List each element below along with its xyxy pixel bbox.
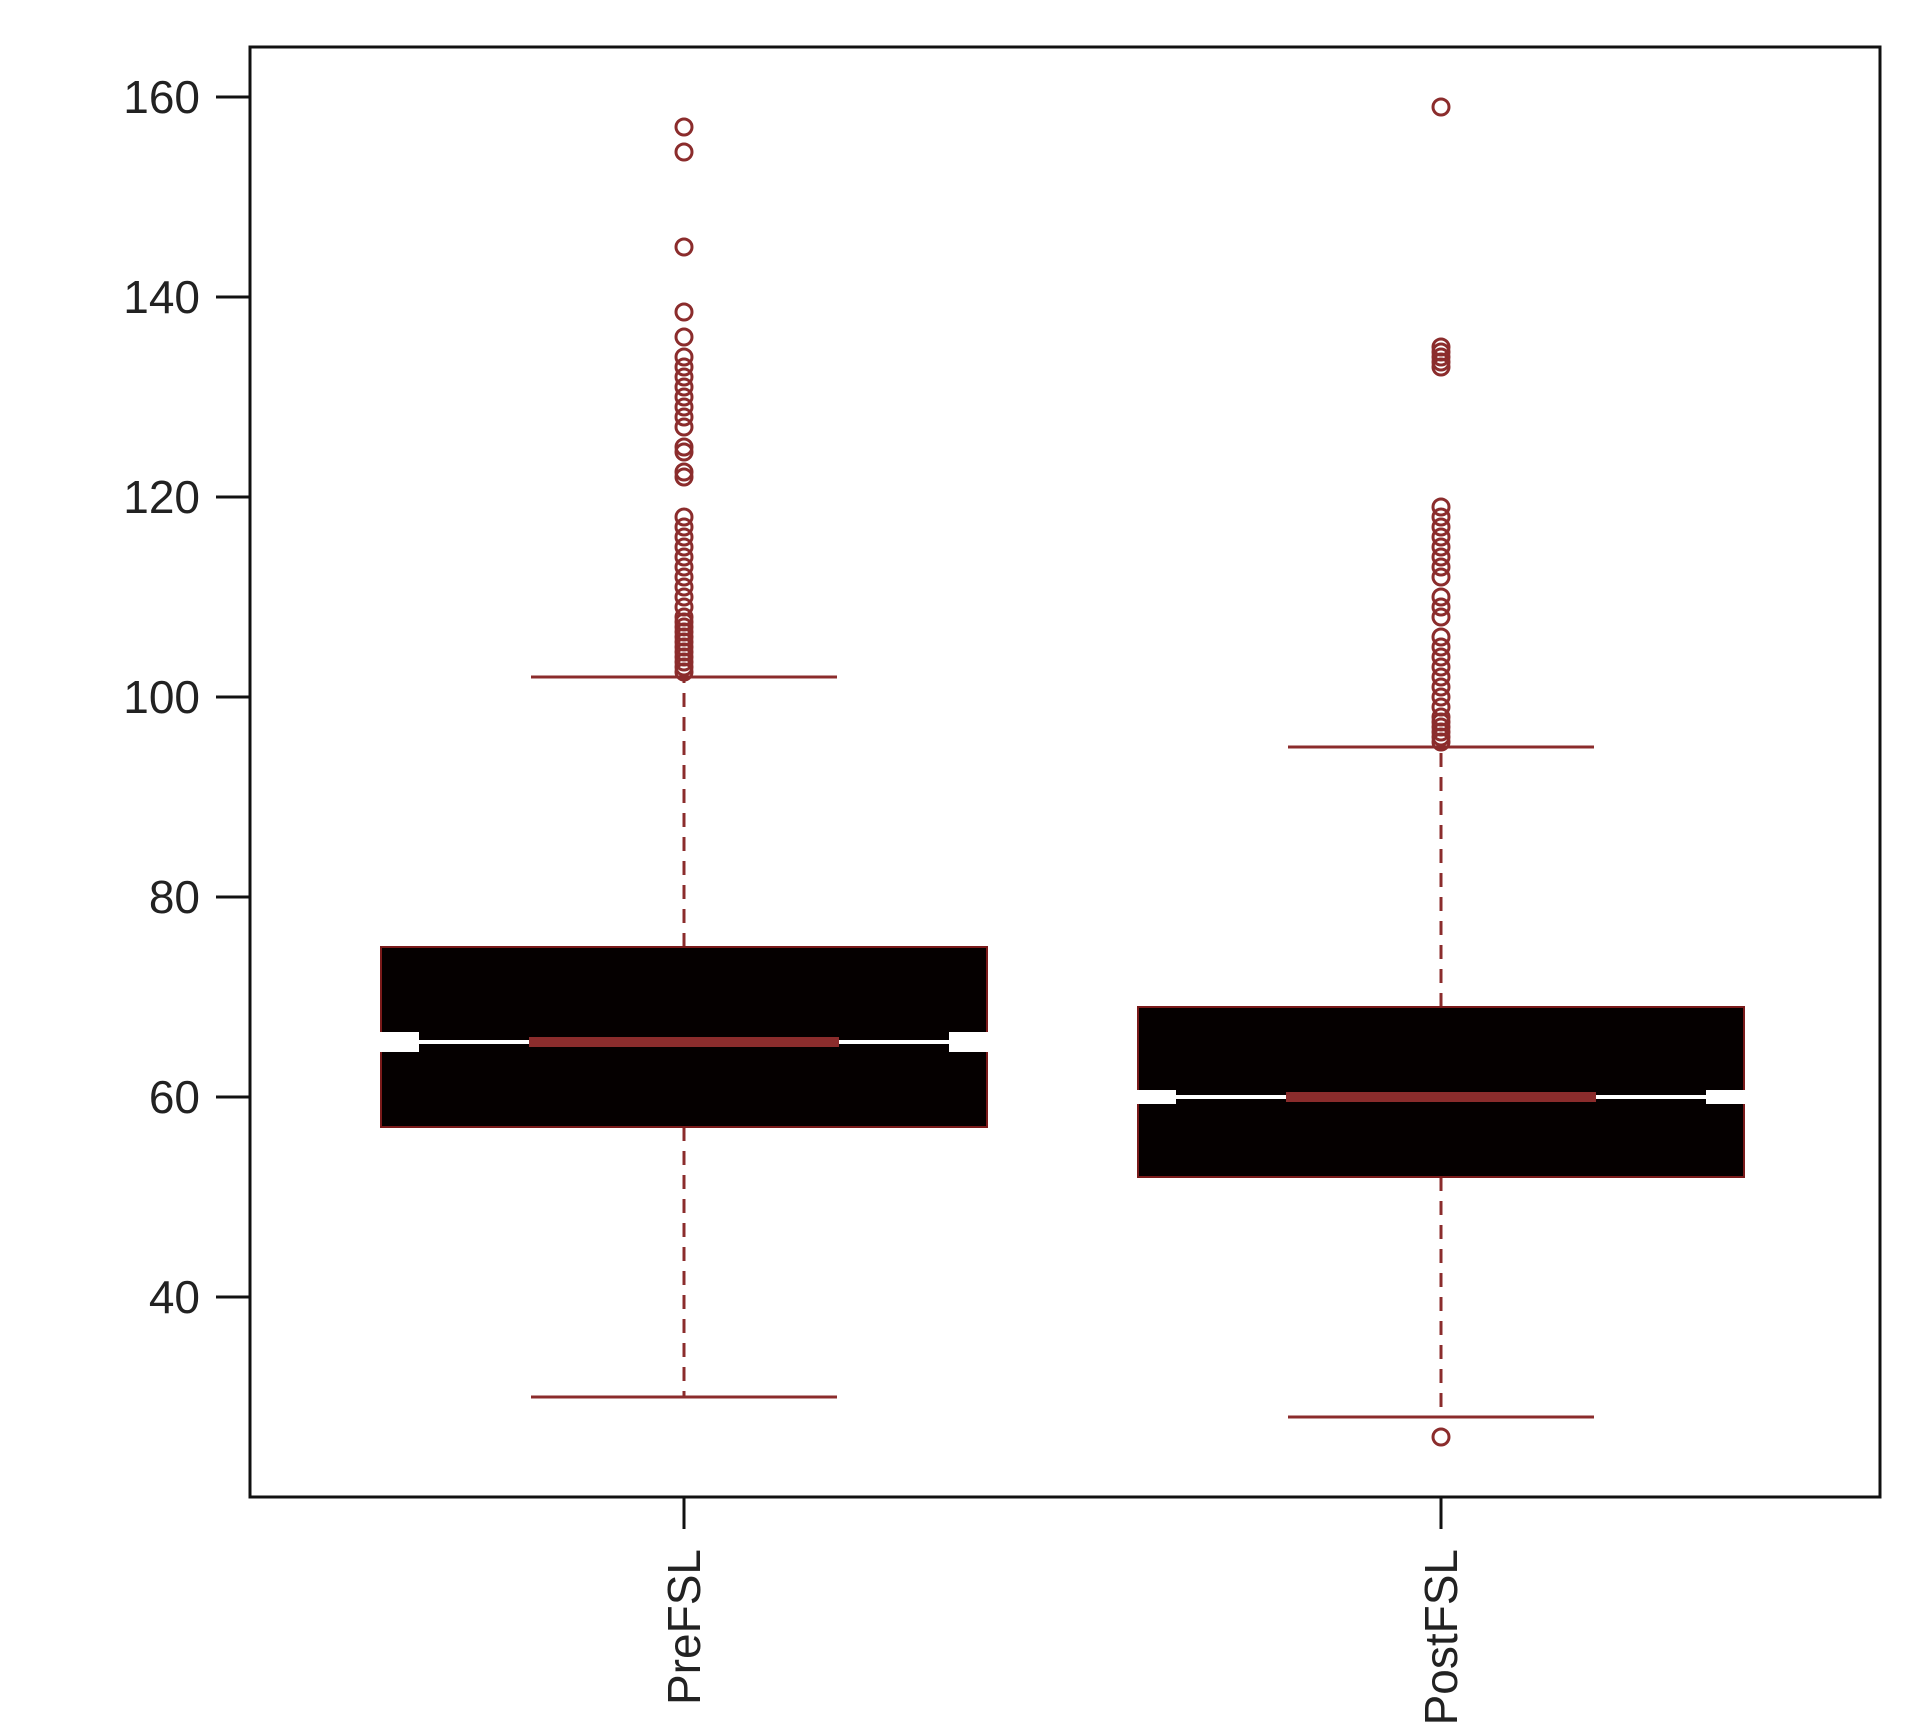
outlier-point <box>1431 587 1451 607</box>
outlier-point <box>674 507 694 527</box>
outlier-point <box>1431 97 1451 117</box>
outlier-point <box>1431 597 1451 617</box>
outlier-point <box>674 302 694 322</box>
outlier-point <box>674 417 694 437</box>
outlier-point <box>674 327 694 347</box>
x-category-label: PostFSL <box>1415 1549 1467 1722</box>
outlier-point <box>1431 537 1451 557</box>
outlier-point <box>674 437 694 457</box>
outlier-point <box>1431 707 1451 727</box>
outlier-point <box>674 462 694 482</box>
outlier-point <box>1431 647 1451 667</box>
y-tick-label: 100 <box>123 671 200 723</box>
notch-left <box>377 1032 419 1052</box>
outlier-point <box>1431 667 1451 687</box>
x-axis: PreFSL PostFSL <box>658 1497 1467 1722</box>
outlier-point <box>674 537 694 557</box>
outlier-point <box>674 117 694 137</box>
outlier-point <box>1431 677 1451 697</box>
outlier-point <box>674 347 694 367</box>
outlier-point <box>1431 507 1451 527</box>
y-tick-label: 140 <box>123 271 200 323</box>
outlier-point <box>674 567 694 587</box>
outlier-point <box>1431 517 1451 537</box>
boxes <box>377 97 1748 1447</box>
outlier-point <box>674 547 694 567</box>
outlier-point <box>674 517 694 537</box>
outlier-point <box>674 377 694 397</box>
notch-left <box>1134 1090 1176 1104</box>
outlier-point <box>674 597 694 617</box>
outlier-point <box>1431 1427 1451 1447</box>
outlier-point <box>674 407 694 427</box>
outlier-point <box>1431 697 1451 717</box>
outlier-point <box>674 527 694 547</box>
x-category-label: PreFSL <box>658 1549 710 1705</box>
y-tick-label: 120 <box>123 471 200 523</box>
outlier-point <box>674 237 694 257</box>
y-tick-label: 40 <box>149 1271 200 1323</box>
outlier-point <box>1431 637 1451 657</box>
outlier-point <box>674 142 694 162</box>
outlier-point <box>674 557 694 577</box>
outlier-point <box>674 577 694 597</box>
y-tick-label: 60 <box>149 1071 200 1123</box>
y-axis: 40 60 80 100 120 140 160 <box>123 71 250 1323</box>
outlier-point <box>1431 527 1451 547</box>
outlier-point <box>674 587 694 607</box>
outlier-point <box>674 397 694 417</box>
outlier-point <box>674 387 694 407</box>
outlier-point <box>1431 567 1451 587</box>
outlier-point <box>1431 607 1451 627</box>
outlier-point <box>1431 337 1451 357</box>
box-PostFSL <box>1134 97 1748 1447</box>
y-tick-label: 160 <box>123 71 200 123</box>
notch-right <box>1706 1090 1748 1104</box>
outlier-point <box>1431 497 1451 517</box>
outlier-point <box>1431 627 1451 647</box>
box-PreFSL <box>377 117 991 1399</box>
outlier-point <box>1431 657 1451 677</box>
plot-frame <box>248 45 1882 1499</box>
outlier-point <box>1431 557 1451 577</box>
outlier-point <box>674 607 694 627</box>
outlier-point <box>674 357 694 377</box>
outlier-point <box>1431 547 1451 567</box>
y-tick-label: 80 <box>149 871 200 923</box>
outlier-point <box>674 367 694 387</box>
notch-right <box>949 1032 991 1052</box>
outlier-point <box>1431 687 1451 707</box>
